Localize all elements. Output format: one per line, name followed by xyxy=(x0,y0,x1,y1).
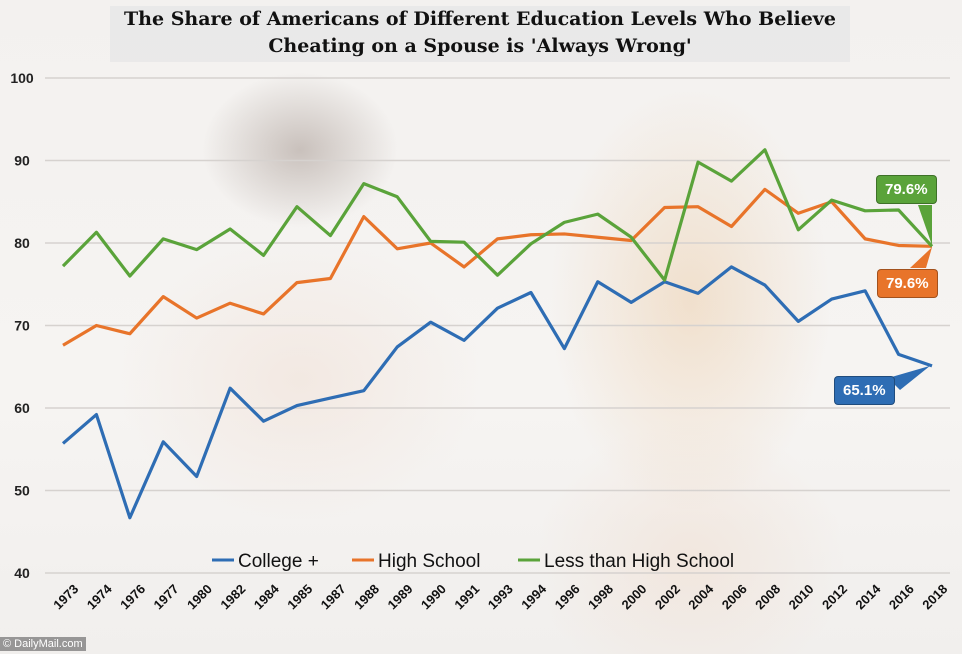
series-line-college- xyxy=(61,265,933,520)
x-tick-label: 1993 xyxy=(485,581,516,612)
legend-label: College + xyxy=(238,551,319,572)
x-tick-label: 1987 xyxy=(318,581,349,612)
callout-less-than-high-school: 79.6% xyxy=(876,175,937,204)
x-tick-label: 1973 xyxy=(50,581,81,612)
x-tick-label: 1977 xyxy=(151,581,182,612)
x-tick-label: 1998 xyxy=(585,581,616,612)
y-tick-label: 80 xyxy=(14,235,30,251)
y-tick-label: 50 xyxy=(14,483,30,499)
dailymail-watermark: © DailyMail.com xyxy=(0,637,86,651)
series-line-high-school xyxy=(62,187,933,347)
callout-high-school: 79.6% xyxy=(877,269,938,298)
x-tick-label: 1994 xyxy=(518,581,550,613)
y-tick-label: 90 xyxy=(14,153,30,169)
series-line-less-than-high-school xyxy=(61,148,934,282)
x-tick-label: 1991 xyxy=(451,581,482,612)
legend-label: High School xyxy=(378,551,480,572)
x-tick-label: 2004 xyxy=(685,581,717,613)
x-tick-label: 1982 xyxy=(217,581,248,612)
x-tick-label: 1989 xyxy=(385,581,416,612)
x-tick-label: 1984 xyxy=(251,581,283,613)
x-tick-label: 2002 xyxy=(652,581,683,612)
x-tick-label: 1980 xyxy=(184,581,215,612)
x-tick-label: 2000 xyxy=(618,581,649,612)
x-tick-label: 2014 xyxy=(852,581,884,613)
title-line-1: The Share of Americans of Different Educ… xyxy=(124,8,836,30)
callout-tail-college xyxy=(888,365,930,390)
x-tick-label: 2018 xyxy=(919,581,950,612)
legend-label: Less than High School xyxy=(544,551,734,572)
x-tick-label: 1976 xyxy=(117,581,148,612)
x-tick-label: 1990 xyxy=(418,581,449,612)
callout-tail-high-school xyxy=(910,247,932,268)
x-tick-label: 2010 xyxy=(786,581,817,612)
y-tick-label: 100 xyxy=(10,70,34,86)
x-tick-label: 1974 xyxy=(84,581,116,613)
x-tick-label: 1996 xyxy=(552,581,583,612)
x-tick-label: 2016 xyxy=(886,581,917,612)
x-tick-label: 1985 xyxy=(284,581,315,612)
x-tick-label: 2006 xyxy=(719,581,750,612)
y-tick-label: 40 xyxy=(14,565,30,581)
x-tick-label: 2008 xyxy=(752,581,783,612)
callout-tail-less-than-high-school xyxy=(918,205,932,246)
y-tick-label: 70 xyxy=(14,318,30,334)
callout-college: 65.1% xyxy=(834,376,895,405)
y-tick-label: 60 xyxy=(14,400,30,416)
x-tick-label: 1988 xyxy=(351,581,382,612)
title-line-2: Cheating on a Spouse is 'Always Wrong' xyxy=(268,35,692,57)
chart-title: The Share of Americans of Different Educ… xyxy=(110,6,850,62)
x-tick-label: 2012 xyxy=(819,581,850,612)
